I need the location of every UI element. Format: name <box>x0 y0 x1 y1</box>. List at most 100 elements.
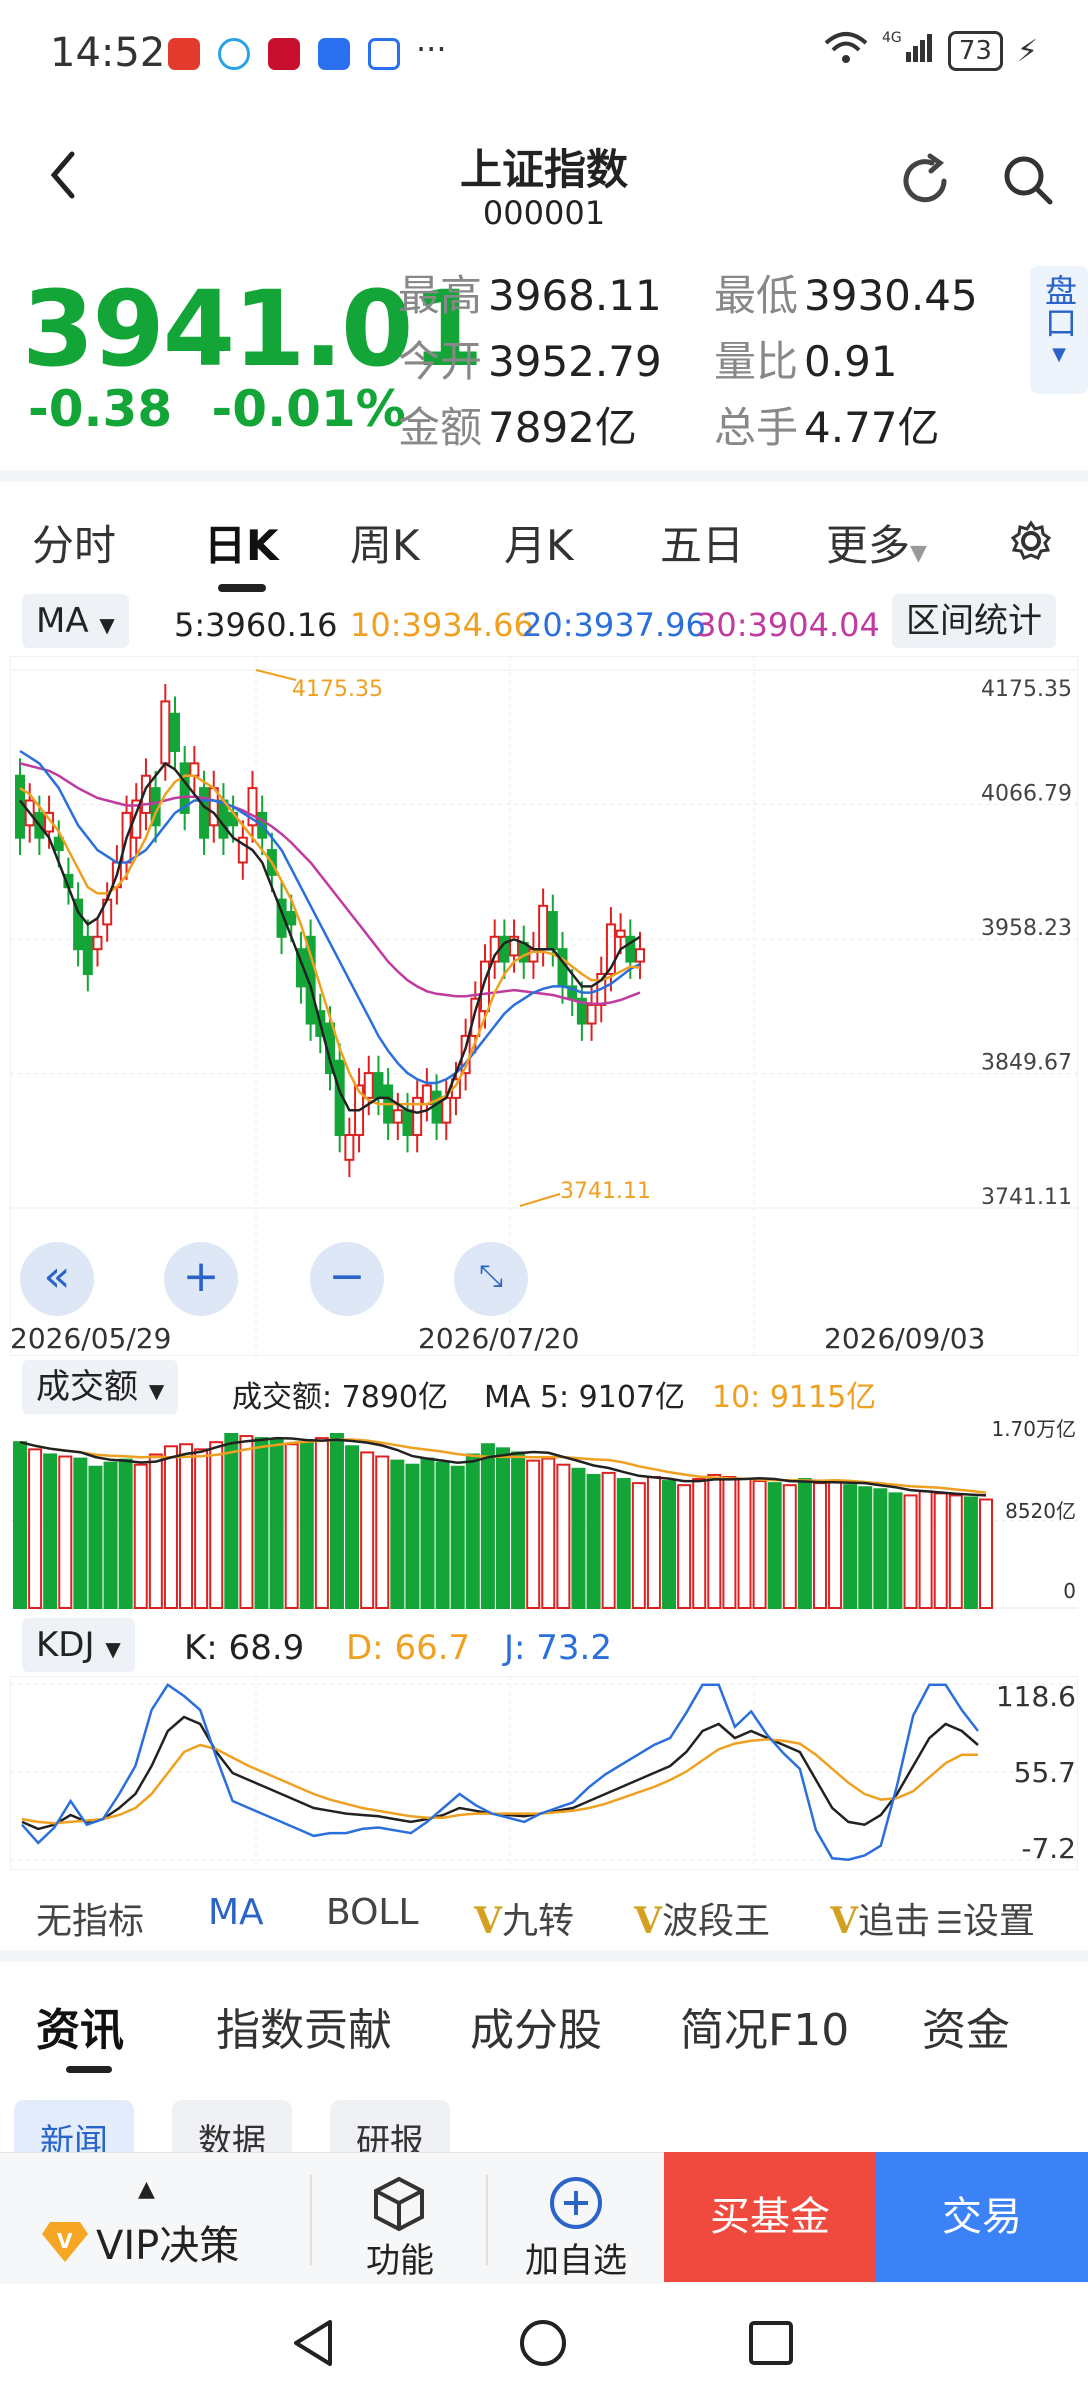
volume-bar <box>571 1467 586 1609</box>
index-code: 000001 <box>482 194 606 232</box>
status-right: 4G 73 ⚡ <box>824 30 1038 72</box>
tab-f10[interactable]: 简况F10 <box>680 2005 850 2056</box>
volume-bar <box>73 1457 88 1609</box>
candle <box>82 935 93 975</box>
y-tick-label: 3741.11 <box>981 1185 1072 1210</box>
tab-five-day[interactable]: 五日 <box>660 521 745 570</box>
ma20-line <box>19 749 641 1085</box>
news-tabs: 资讯 指数贡献 成分股 简况F10 资金 <box>0 1950 1088 2073</box>
zoom-in-button[interactable]: + <box>164 1242 238 1316</box>
volume-bar <box>450 1465 465 1609</box>
volume-bar <box>963 1496 978 1609</box>
tab-index-contribution[interactable]: 指数贡献 <box>216 2005 392 2056</box>
kdj-y-tick: -7.2 <box>1021 1832 1076 1865</box>
pankou-button[interactable]: 盘口 ▼ <box>1030 266 1088 394</box>
chevron-up-icon: ▲ <box>138 2177 155 2202</box>
volume-bar <box>767 1482 782 1609</box>
trade-button[interactable]: 交易 <box>876 2152 1088 2282</box>
volume-bar <box>858 1486 873 1609</box>
date-label-mid: 2026/07/20 <box>418 1322 580 1355</box>
indicator-none[interactable]: 无指标 <box>36 1901 145 1942</box>
ma30-value: 30:3904.04 <box>696 606 880 644</box>
indicator-selector[interactable]: MA ▼ <box>22 594 129 648</box>
candle <box>160 700 171 765</box>
indicator-zhuiji[interactable]: V追击 <box>830 1900 930 1942</box>
scroll-left-button[interactable]: « <box>20 1242 94 1316</box>
y-tick-label: 4066.79 <box>981 782 1072 807</box>
app-notification-icon <box>168 38 200 70</box>
tab-capital[interactable]: 资金 <box>922 2005 1010 2056</box>
candle <box>412 1096 423 1137</box>
add-watchlist-button[interactable]: 加自选 <box>514 2153 638 2285</box>
volume-bar <box>329 1433 344 1609</box>
candle <box>140 774 151 814</box>
current-price: 3941.01 <box>22 268 484 390</box>
nav-back-icon[interactable] <box>290 2318 336 2372</box>
candle <box>247 787 258 827</box>
active-tab-indicator <box>218 584 266 592</box>
candle <box>625 935 636 963</box>
back-button[interactable] <box>48 150 78 204</box>
volume-bar <box>843 1484 858 1609</box>
volume-bar <box>314 1437 329 1610</box>
kdj-selector[interactable]: KDJ ▼ <box>22 1618 135 1672</box>
candlestick-svg[interactable]: 4175.35 4066.79 3958.23 3849.67 3741.11 4175.… <box>9 655 1079 1357</box>
indicator-boll[interactable]: BOLL <box>326 1892 419 1933</box>
indicator-jiuzhuan[interactable]: V九转 <box>474 1900 574 1942</box>
nav-recents-icon[interactable] <box>748 2320 794 2370</box>
search-icon[interactable] <box>1000 152 1056 212</box>
volume-bar <box>707 1473 722 1609</box>
candle <box>605 923 616 975</box>
tab-more[interactable]: 更多▼ <box>826 521 927 570</box>
indicator-ma[interactable]: MA <box>208 1892 264 1933</box>
candle <box>92 935 103 951</box>
tab-weekly-k[interactable]: 周K <box>350 521 420 570</box>
volume-bar <box>948 1494 963 1609</box>
tab-constituents[interactable]: 成分股 <box>470 2005 602 2056</box>
volume-bar <box>646 1475 661 1609</box>
function-button[interactable]: 功能 <box>340 2153 460 2285</box>
candle <box>237 836 248 864</box>
divider <box>310 2175 312 2265</box>
volume-bar <box>662 1480 677 1609</box>
kdj-d-value: D: 66.7 <box>346 1628 471 1668</box>
indicator-boduanwang[interactable]: V波段王 <box>634 1900 770 1942</box>
date-label-end: 2026/09/03 <box>824 1322 986 1355</box>
indicator-settings[interactable]: ☰设置 <box>932 1892 1035 1944</box>
kdj-chart: 118.6 55.7 -7.2 <box>10 1676 1078 1870</box>
volume-bar <box>933 1492 948 1609</box>
tab-news[interactable]: 资讯 <box>36 2005 124 2056</box>
zoom-out-button[interactable]: − <box>310 1242 384 1316</box>
volume-bar <box>390 1459 405 1609</box>
vip-decision-button[interactable]: ▲ V VIP决策 <box>40 2153 270 2285</box>
nav-home-icon[interactable] <box>518 2318 568 2372</box>
volume-selector[interactable]: 成交额 ▼ <box>22 1360 179 1414</box>
period-tabs: 分时 日K 周K 月K 五日 更多▼ <box>0 470 1088 592</box>
fullscreen-button[interactable]: ⤡ <box>454 1242 528 1316</box>
tab-monthly-k[interactable]: 月K <box>504 521 574 570</box>
volume-bar <box>541 1457 556 1609</box>
range-stats-button[interactable]: 区间统计 <box>892 594 1056 648</box>
ma5-value: 5:3960.16 <box>174 606 338 644</box>
volume-bar <box>360 1451 375 1610</box>
volume-bar <box>873 1488 888 1609</box>
refresh-icon[interactable] <box>896 152 954 214</box>
volume-bar <box>586 1473 601 1609</box>
vip-v-icon: V <box>830 1900 858 1942</box>
kdj-legend: KDJ ▼ K: 68.9 D: 66.7 J: 73.2 <box>0 1618 1088 1674</box>
date-label-start: 2026/05/29 <box>10 1322 172 1355</box>
change-amount: -0.38 <box>28 380 173 438</box>
vip-v-icon: V <box>474 1900 502 1942</box>
chart-settings-icon[interactable] <box>1010 520 1052 566</box>
candle <box>392 1109 403 1124</box>
candlestick-chart[interactable]: 4175.35 4066.79 3958.23 3849.67 3741.11 4175.… <box>9 655 1079 1357</box>
buy-fund-button[interactable]: 买基金 <box>664 2152 876 2282</box>
tab-daily-k[interactable]: 日K <box>204 521 279 570</box>
volume-bar <box>43 1453 58 1610</box>
volume-ma10-line <box>19 1438 987 1495</box>
volume-bar <box>511 1451 526 1610</box>
candle <box>615 929 626 938</box>
candle <box>586 1003 597 1025</box>
ma5-line <box>19 761 641 1114</box>
tab-intraday[interactable]: 分时 <box>32 521 117 570</box>
